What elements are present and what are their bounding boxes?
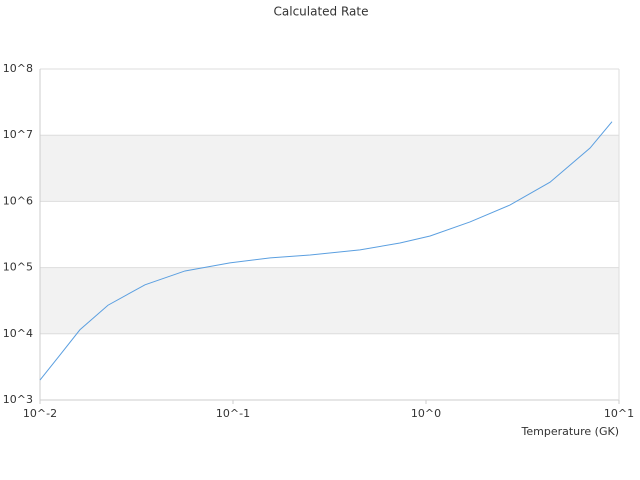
x-tick-label: 10^-2 [23,407,57,420]
x-tick-label: 10^-1 [216,407,250,420]
x-axis-label: Temperature (GK) [521,425,620,438]
x-tick-label: 10^1 [604,407,634,420]
y-tick-label: 10^3 [3,393,33,406]
y-tick-label: 10^8 [3,62,33,75]
grid-band [40,267,619,334]
y-tick-label: 10^7 [3,128,33,141]
chart-title: Calculated Rate [274,5,369,19]
y-tick-label: 10^6 [3,194,33,207]
y-tick-label: 10^5 [3,261,33,274]
grid-band [40,135,619,202]
x-tick-label: 10^0 [411,407,441,420]
data-line [39,121,613,381]
y-tick-label: 10^4 [3,327,33,340]
